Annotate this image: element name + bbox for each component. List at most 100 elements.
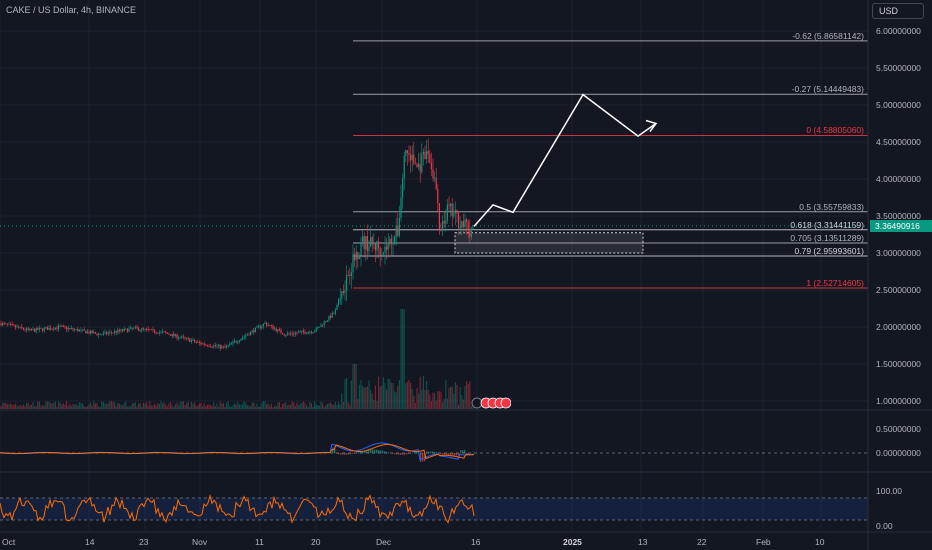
volume-bar [302,401,304,409]
volume-bar [125,401,127,409]
candle-body [258,326,260,327]
candle-body [317,327,319,329]
fib-level-label: 0.618 (3.31441159) [790,219,864,230]
volume-bar [253,402,255,409]
macd-histogram-bar [434,451,436,454]
candle-body [118,329,120,331]
volume-bar [416,388,418,409]
volume-bar [203,403,205,409]
volume-bar [354,364,356,409]
candle-body [2,323,4,326]
fib-level-label: 1 (2.52714605) [806,277,864,288]
volume-bar [301,402,303,409]
macd-histogram-bar [410,453,412,454]
candle-body [363,236,365,250]
macd-histogram-bar [400,453,402,455]
volume-bar [442,401,444,409]
candle-body [286,333,288,336]
volume-bar [280,406,282,409]
volume-bar [333,404,335,409]
volume-bar [29,405,31,409]
candle-body [384,246,386,253]
volume-bar [5,402,7,409]
flag-icons[interactable] [471,396,512,409]
time-tick-label: 2025 [563,537,582,547]
candle-body [378,241,380,249]
projection-line[interactable] [473,93,657,227]
volume-bar [128,405,130,409]
macd-histogram-bar [364,450,366,454]
macd-histogram-bar [446,453,448,455]
volume-bar [414,402,416,409]
volume-bar [144,403,146,409]
candle-body [14,325,16,328]
volume-bar [51,403,53,409]
candle-body [442,220,444,231]
volume-bar [70,405,72,409]
current-price-badge: 3.36490916 [870,220,932,232]
candle-body [315,328,317,332]
volume-bar [318,405,320,409]
candle-body [219,344,221,349]
volume-bar [2,402,4,409]
candle-body [53,328,55,330]
price-tick-label: 1.00000000 [876,396,921,406]
volume-bar [370,389,372,409]
candle-body [432,169,434,179]
volume-bar [382,376,384,409]
candle-body [418,163,420,168]
candle-body [106,331,108,334]
fib-retracement[interactable] [353,40,868,289]
volume-bar [88,404,90,409]
volume-bar [21,406,23,409]
candle-body [374,243,376,251]
candle-body [288,333,290,335]
candle-body [246,334,248,336]
candle-body [370,237,372,247]
candle-body [29,329,31,330]
volume-bar [346,377,348,409]
candle-body [283,334,285,336]
volume-bar [46,401,48,409]
volume-bar [234,403,236,409]
volume-bar [344,379,346,409]
candle-body [110,331,112,333]
volume-bar [358,384,360,409]
volume-bar [114,402,116,409]
volume-bar [456,384,458,409]
candle-body [394,237,396,245]
demand-zone-box[interactable] [454,232,644,254]
macd-histogram-bar [398,453,400,455]
candle-body [198,341,200,343]
candle-body [6,323,8,325]
volume-bar [450,386,452,409]
fib-level-label: -0.62 (5.86581142) [792,30,864,41]
volume-bar [80,402,82,409]
time-tick-label: Oct [2,537,16,547]
candle-body [146,328,148,330]
candle-body [195,341,197,343]
macd-panel [0,442,868,462]
volume-bar [142,403,144,409]
grid-lines [0,0,868,530]
rsi-band [0,498,868,520]
candle-body [395,225,397,238]
currency-button[interactable]: USD [872,3,924,19]
lightning-icon[interactable] [471,397,483,409]
volume-bar [205,406,207,409]
volume-bar [352,364,354,409]
candle-body [18,326,20,328]
projection-path[interactable] [473,93,658,227]
macd-histogram-bar [406,453,408,455]
candle-body [402,178,404,198]
volume-bar [126,406,128,409]
volume-bar [426,380,428,409]
candle-body [0,323,2,326]
volume-bar [34,406,36,409]
macd-histogram-bar [428,451,430,454]
symbol-title[interactable]: CAKE / US Dollar, 4h, BINANCE [6,5,137,15]
macd-histogram-bar [338,453,340,455]
event-flag-icon[interactable] [500,397,512,409]
